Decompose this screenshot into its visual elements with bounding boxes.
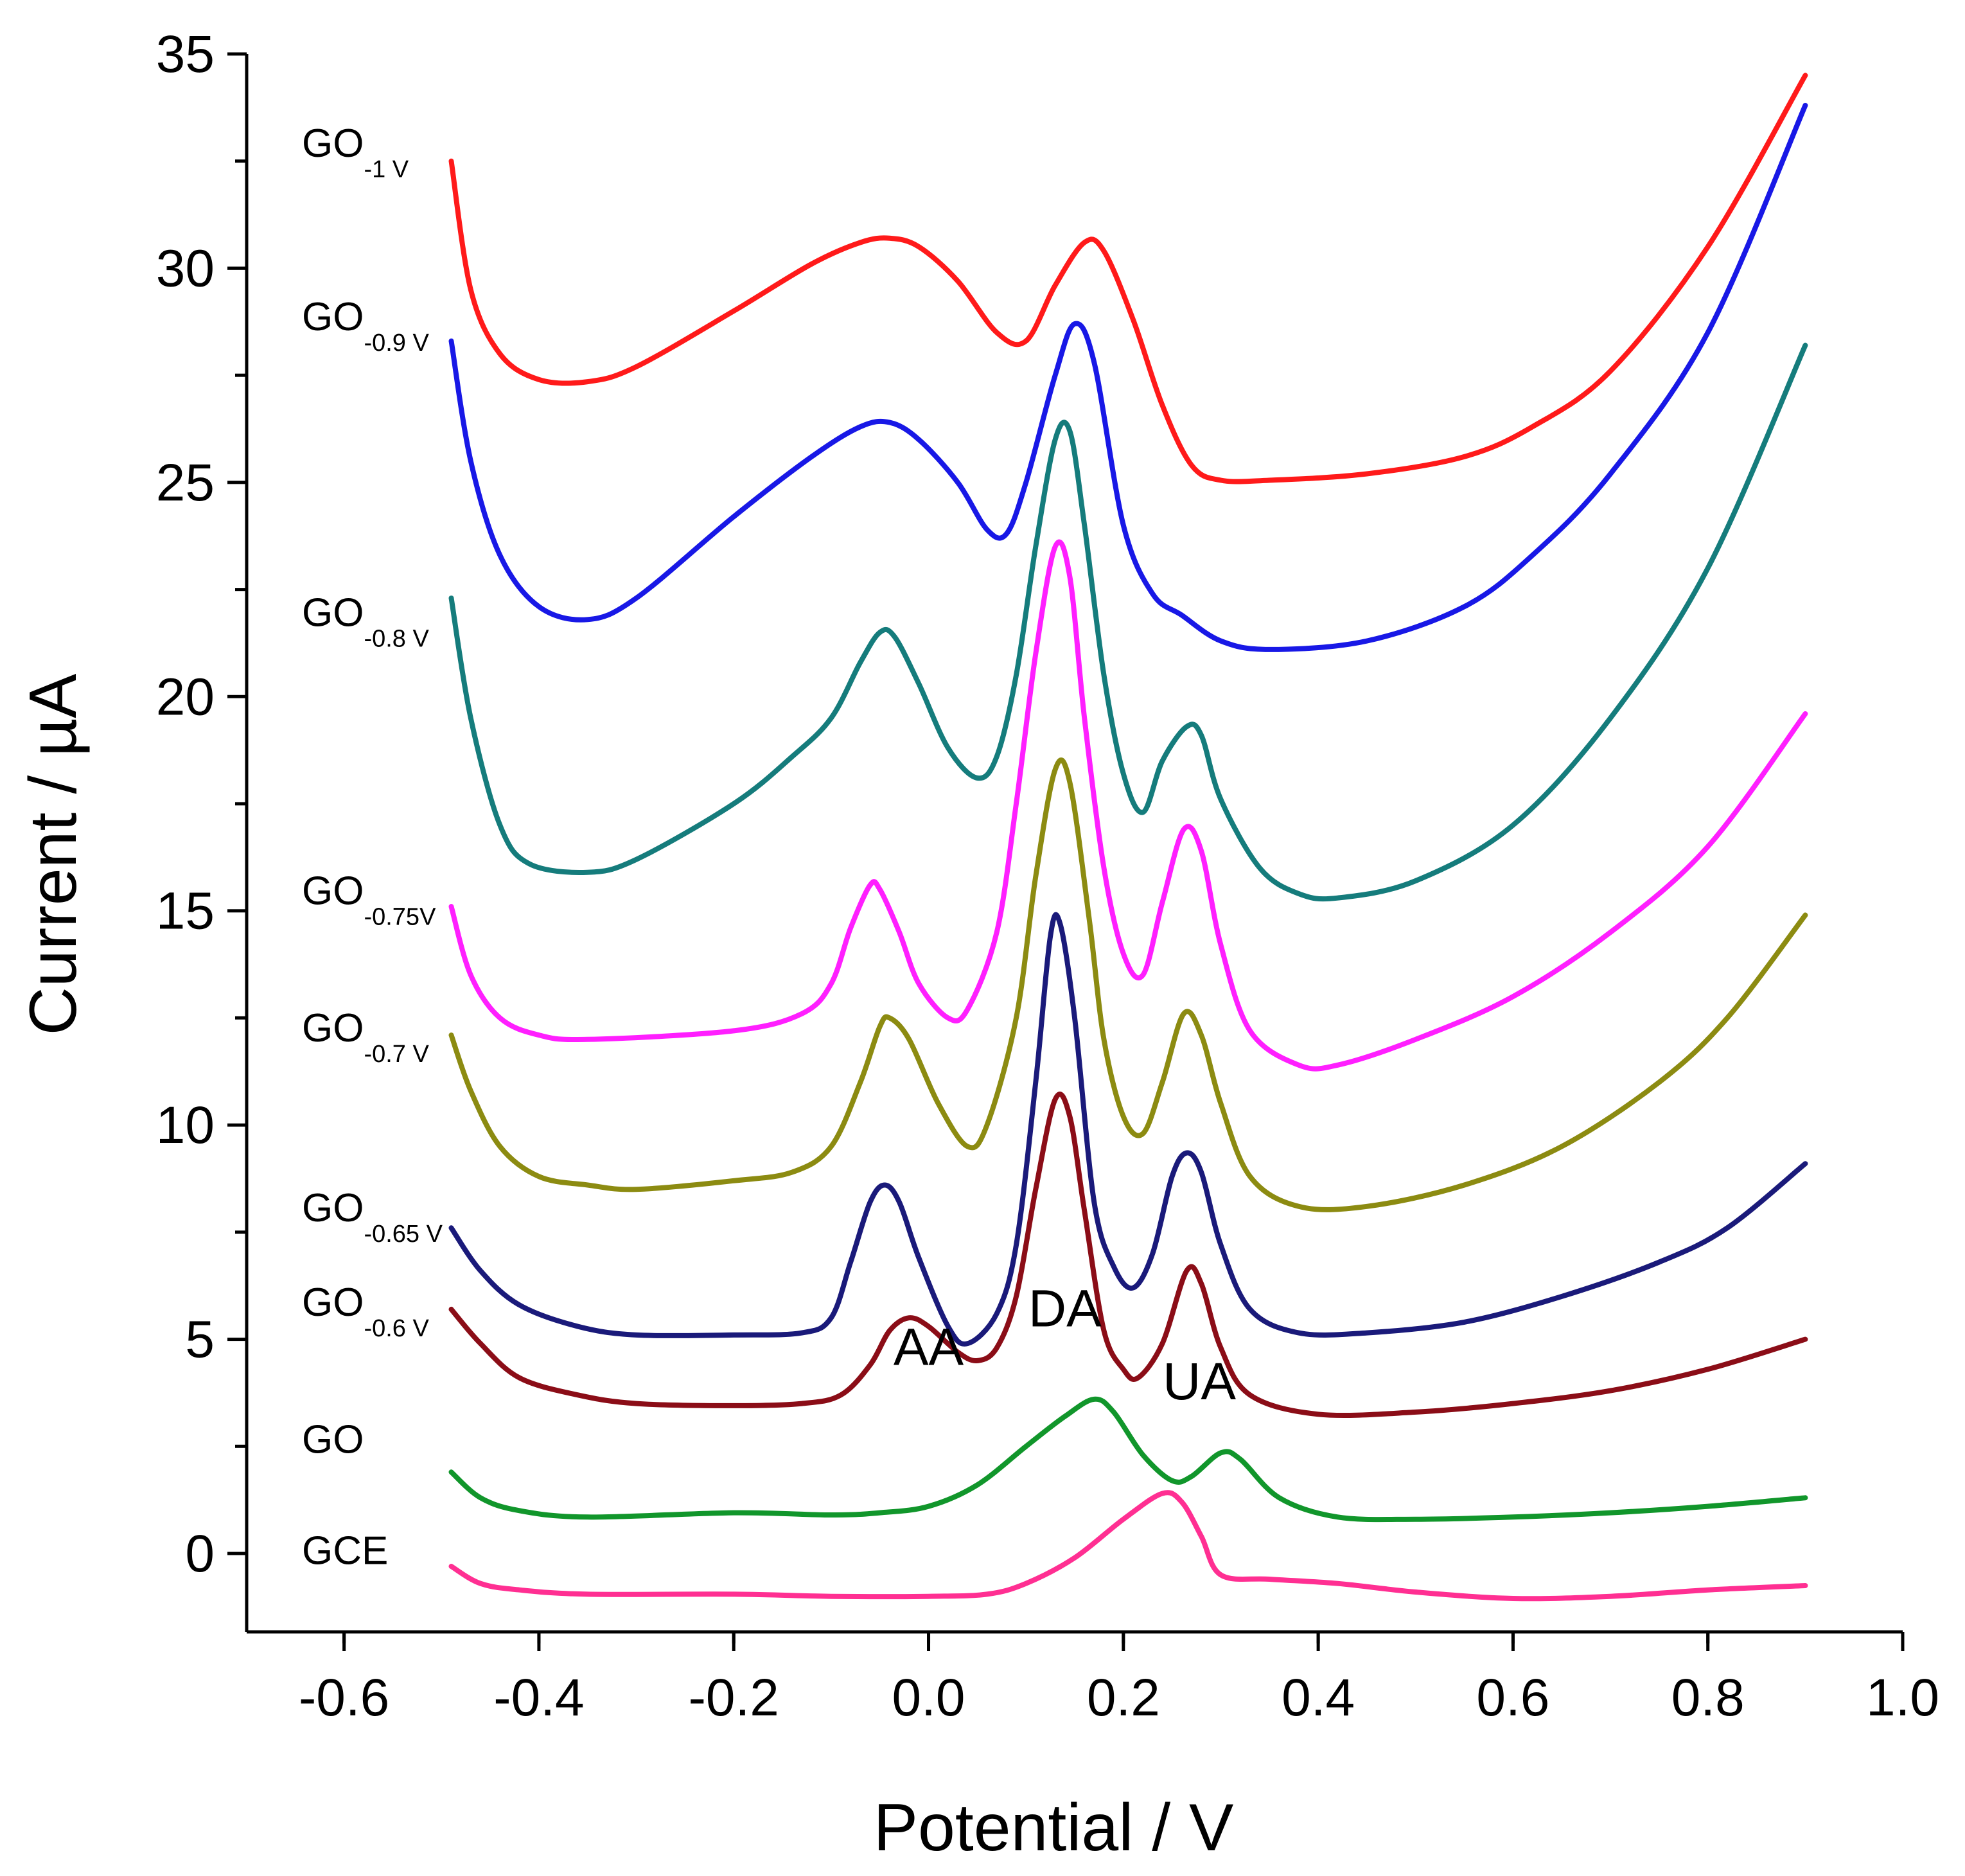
y-tick-label: 30	[156, 239, 215, 297]
y-tick-label: 35	[156, 25, 215, 84]
series-label: GO	[302, 1417, 364, 1462]
x-tick-label: -0.4	[493, 1668, 584, 1727]
series-line-go-0.8v	[448, 342, 1808, 902]
y-tick-label: 0	[185, 1525, 215, 1583]
peak-label-ua: UA	[1163, 1352, 1236, 1411]
series-label: GO-0.6 V	[302, 1280, 429, 1342]
series-label: GO-0.65 V	[302, 1186, 443, 1248]
peak-label-da: DA	[1028, 1280, 1102, 1338]
x-tick-label: 0.8	[1671, 1668, 1745, 1727]
x-axis-title: Potential / V	[874, 1791, 1234, 1865]
x-tick-label: 0.4	[1282, 1668, 1355, 1727]
x-tick-label: 1.0	[1866, 1668, 1939, 1727]
peak-labels: AA DA UA	[894, 1280, 1237, 1411]
series-line-go-1v	[448, 73, 1808, 484]
y-axis-title: Current / µA	[16, 673, 91, 1035]
series-line-go-0.9v	[448, 103, 1808, 652]
series-line-go-0.7v	[448, 757, 1808, 1212]
y-ticks: 0 5 10 15 20 25 30 35	[156, 25, 247, 1583]
series-line-go	[448, 1396, 1808, 1523]
x-tick-label: 0.0	[892, 1668, 965, 1727]
y-tick-label: 5	[185, 1311, 215, 1369]
x-ticks: -0.6 -0.4 -0.2 0.0 0.2 0.4 0.6 0.8 1.0	[299, 1632, 1939, 1727]
peak-label-aa: AA	[894, 1318, 964, 1377]
series-label: GO-0.7 V	[302, 1006, 429, 1068]
series-label: GCE	[302, 1529, 388, 1573]
x-tick-label: -0.2	[689, 1668, 779, 1727]
x-tick-label: 0.6	[1476, 1668, 1549, 1727]
series-line-go-0.65v	[448, 912, 1808, 1347]
series-label: GO-1 V	[302, 121, 409, 183]
y-tick-label: 25	[156, 454, 215, 512]
series-labels: GCE GO GO-0.6 V GO-0.65 V GO-0.7 V GO-0.75V GO…	[302, 121, 443, 1573]
series-label: GO-0.8 V	[302, 590, 429, 652]
series-line-go-0.6v	[448, 1092, 1808, 1419]
x-tick-label: 0.2	[1087, 1668, 1160, 1727]
y-tick-label: 20	[156, 668, 215, 726]
series-line-gce	[448, 1490, 1808, 1602]
series-label: GO-0.9 V	[302, 295, 429, 357]
x-tick-label: -0.6	[299, 1668, 389, 1727]
y-tick-label: 10	[156, 1096, 215, 1155]
series-label: GO-0.75V	[302, 869, 436, 931]
y-tick-label: 15	[156, 882, 215, 941]
series-line-go-0.75v	[448, 539, 1808, 1072]
series-lines	[448, 73, 1808, 1602]
